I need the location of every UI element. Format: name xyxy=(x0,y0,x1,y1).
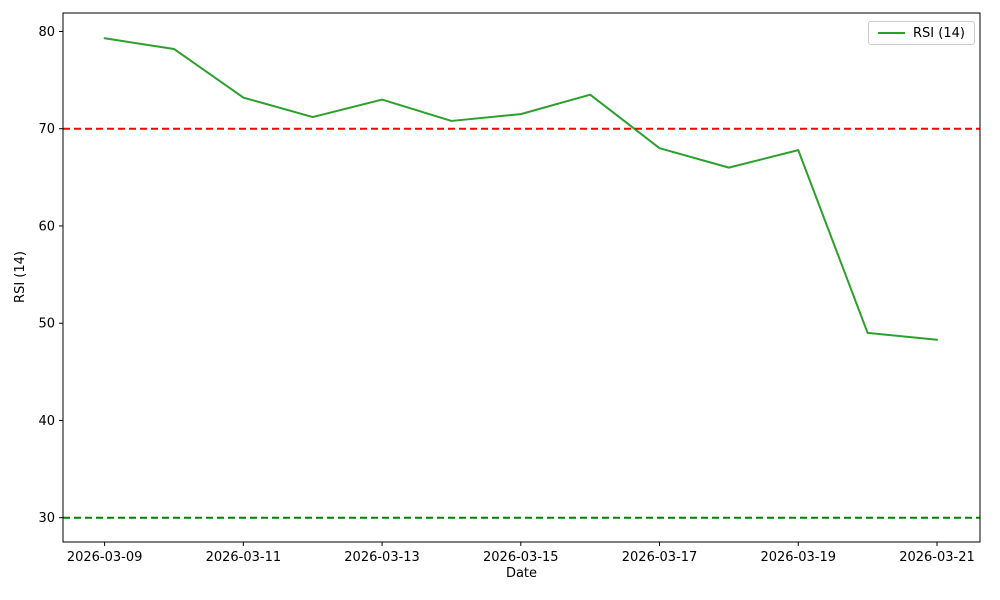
plot-border xyxy=(62,12,981,543)
y-tick-label: 60 xyxy=(38,219,55,234)
x-axis-label: Date xyxy=(505,566,538,581)
legend-line-sample xyxy=(878,32,905,34)
x-tick-label: 2026-03-13 xyxy=(344,550,420,565)
x-tick-label: 2026-03-11 xyxy=(206,550,282,565)
y-tick-label: 30 xyxy=(38,511,55,526)
y-tick-label: 80 xyxy=(38,25,55,40)
legend-label: RSI (14) xyxy=(913,25,965,41)
x-tick-label: 2026-03-21 xyxy=(899,550,975,565)
x-tick-label: 2026-03-17 xyxy=(622,550,698,565)
x-tick-label: 2026-03-09 xyxy=(67,550,143,565)
rsi-line xyxy=(103,37,938,341)
y-tick-label: 50 xyxy=(38,317,55,332)
x-tick-label: 2026-03-15 xyxy=(483,550,559,565)
x-tick-label: 2026-03-19 xyxy=(760,550,836,565)
legend: RSI (14) xyxy=(868,21,975,45)
y-tick-label: 70 xyxy=(38,122,55,137)
y-axis-label: RSI (14) xyxy=(13,251,28,303)
y-tick-label: 40 xyxy=(38,414,55,429)
